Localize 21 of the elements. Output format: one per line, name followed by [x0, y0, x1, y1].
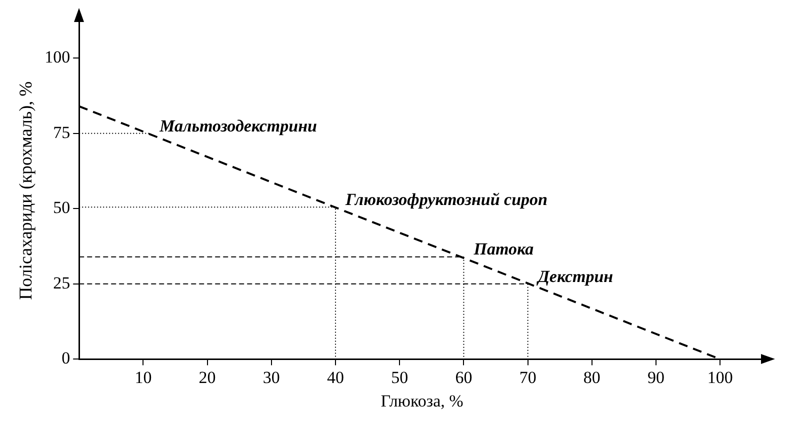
- annotation: Декстрин: [536, 266, 614, 286]
- x-tick-label: 80: [583, 368, 600, 387]
- x-tick-label: 70: [519, 368, 536, 387]
- x-tick-label: 100: [707, 368, 733, 387]
- y-tick-label: 25: [53, 273, 70, 292]
- x-axis-title: Глюкоза, %: [380, 391, 464, 410]
- y-axis-title: Полісахариди (крохмаль), %: [16, 81, 36, 300]
- annotation: Глюкозофруктозний сироп: [344, 190, 548, 210]
- y-tick-label: 100: [44, 48, 70, 67]
- x-tick-label: 90: [648, 368, 665, 387]
- y-tick-label: 50: [53, 198, 70, 218]
- x-tick-label: 10: [134, 368, 152, 387]
- x-tick-label: 60: [455, 368, 472, 387]
- x-tick-label: 40: [327, 368, 344, 387]
- annotation: Патока: [472, 240, 534, 259]
- y-tick-label: 75: [53, 122, 70, 142]
- annotation: Мальтозодекстрини: [158, 116, 318, 136]
- x-tick-label: 50: [391, 368, 408, 387]
- x-tick-label: 20: [198, 368, 216, 387]
- y-tick-label: 0: [62, 348, 70, 368]
- x-tick-label: 30: [262, 368, 280, 387]
